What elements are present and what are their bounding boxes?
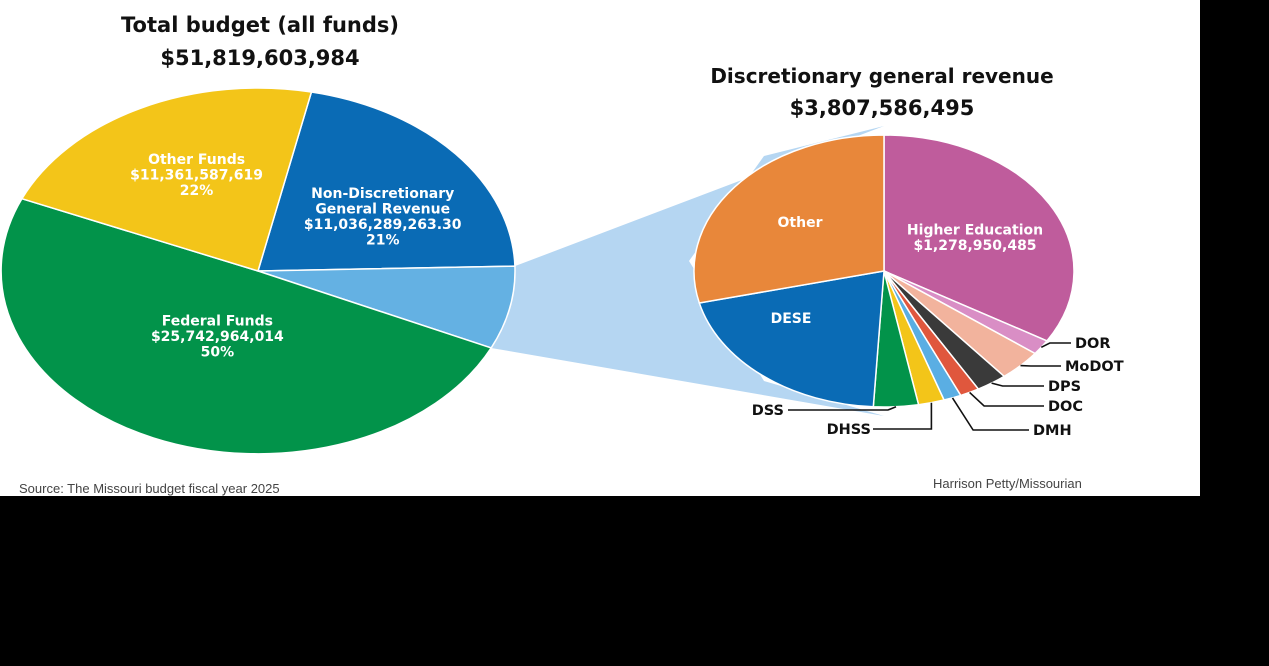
callout-line-doc bbox=[969, 391, 1044, 407]
pie-slice-discretionary-general-revenue bbox=[257, 265, 516, 349]
callout-label-dps: DPS bbox=[1048, 379, 1081, 395]
pie-slice-higher-education bbox=[883, 134, 1075, 342]
slice-label-other-funds: Other Funds $11,361,587,619 22% bbox=[130, 152, 263, 199]
callout-label-dhss: DHSS bbox=[827, 422, 871, 438]
pie-slice-federal-funds bbox=[0, 197, 493, 455]
slice-label-federal-funds: Federal Funds $25,742,964,014 50% bbox=[151, 313, 284, 360]
callout-line-dor bbox=[1040, 342, 1071, 349]
budget-charts: Non-Discretionary General Revenue $11,036,… bbox=[0, 87, 1124, 455]
chart-panel: Non-Discretionary General Revenue $11,036,… bbox=[0, 0, 1200, 496]
right-chart-total: $3,807,586,495 bbox=[789, 96, 975, 120]
callout-line-dss bbox=[788, 405, 897, 411]
discretionary-pie: Higher Education $1,278,950,485 DESE Other bbox=[693, 134, 1075, 408]
zoom-connector bbox=[491, 126, 884, 416]
callout-line-dhss bbox=[873, 402, 933, 430]
callout-line-dps bbox=[991, 382, 1044, 387]
callout-label-dor: DOR bbox=[1075, 336, 1111, 352]
photo-credit: Harrison Petty/Missourian bbox=[933, 476, 1082, 491]
callout-label-dss: DSS bbox=[752, 403, 784, 419]
callout-line-dmh bbox=[951, 397, 1029, 431]
slice-label-higher-education: Higher Education $1,278,950,485 bbox=[907, 222, 1043, 254]
left-chart-total: $51,819,603,984 bbox=[160, 46, 360, 70]
right-chart-title: Discretionary general revenue bbox=[710, 64, 1054, 88]
source-note: Source: The Missouri budget fiscal year … bbox=[19, 481, 280, 496]
pie-slice-dese bbox=[698, 270, 885, 408]
slice-label-other: Other bbox=[778, 215, 823, 231]
zoom-connector-shape bbox=[491, 126, 884, 416]
slice-label-dese: DESE bbox=[771, 311, 812, 327]
callout-layer: DOR MoDOT DPS DOC DMH DHSS DSS bbox=[752, 336, 1124, 439]
callout-label-dmh: DMH bbox=[1033, 423, 1072, 439]
callout-label-doc: DOC bbox=[1048, 399, 1083, 415]
left-chart-title: Total budget (all funds) bbox=[121, 13, 399, 37]
total-budget-pie: Non-Discretionary General Revenue $11,036,… bbox=[0, 87, 516, 455]
pie-slice-other-funds bbox=[20, 87, 313, 272]
callout-label-modot: MoDOT bbox=[1065, 359, 1124, 375]
pie-slice-non-discretionary-general-revenue bbox=[256, 91, 516, 272]
pie-slice-other bbox=[693, 134, 885, 304]
slice-label-non-discretionary-general-revenue: Non-Discretionary General Revenue $11,036,… bbox=[304, 186, 462, 249]
